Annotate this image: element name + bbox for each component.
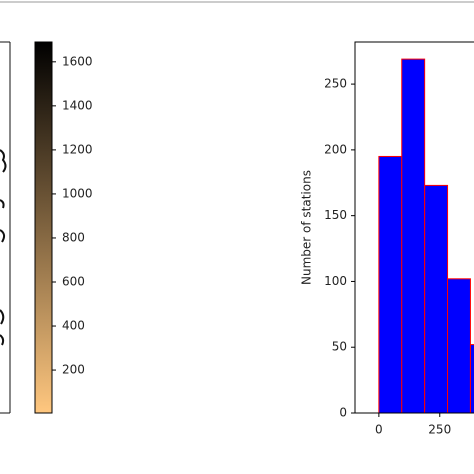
- bar: [378, 155, 403, 414]
- x-tick-label: 0: [375, 423, 383, 437]
- colorbar-tick-label: 600: [62, 274, 85, 288]
- bar: [401, 58, 426, 414]
- bar: [447, 278, 471, 414]
- colorbar-tick-label: 1000: [62, 186, 93, 200]
- colorbar: 200 400 600 800 1000 1200 1400 1600: [34, 41, 93, 414]
- x-tick-label: 250: [428, 423, 451, 437]
- y-tick-label: 50: [332, 340, 347, 354]
- y-tick-label: 150: [324, 208, 347, 222]
- y-axis-label: Number of stations: [300, 170, 314, 285]
- y-tick-label: 200: [324, 142, 347, 156]
- colorbar-tick-label: 800: [62, 230, 85, 244]
- bar: [469, 344, 474, 414]
- y-tick-label: 0: [339, 406, 347, 420]
- y-tick-label: 250: [324, 77, 347, 91]
- colorbar-tick-label: 400: [62, 319, 85, 333]
- colorbar-fill: [34, 41, 53, 414]
- colorbar-tick-label: 200: [62, 363, 85, 377]
- y-tick-label: 100: [324, 274, 347, 288]
- histogram: 0 50 100 150 200 250 0 250 Number of stations: [300, 41, 474, 437]
- colorbar-tick-label: 1200: [62, 142, 93, 156]
- colorbar-tick-label: 1400: [62, 98, 93, 112]
- bar: [424, 184, 449, 414]
- colorbar-tick-label: 1600: [62, 54, 93, 68]
- map-edge: [0, 41, 11, 414]
